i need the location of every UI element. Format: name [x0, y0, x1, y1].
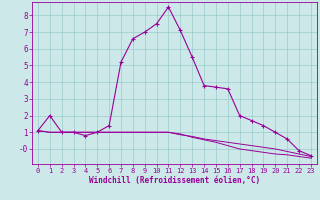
- X-axis label: Windchill (Refroidissement éolien,°C): Windchill (Refroidissement éolien,°C): [89, 176, 260, 185]
